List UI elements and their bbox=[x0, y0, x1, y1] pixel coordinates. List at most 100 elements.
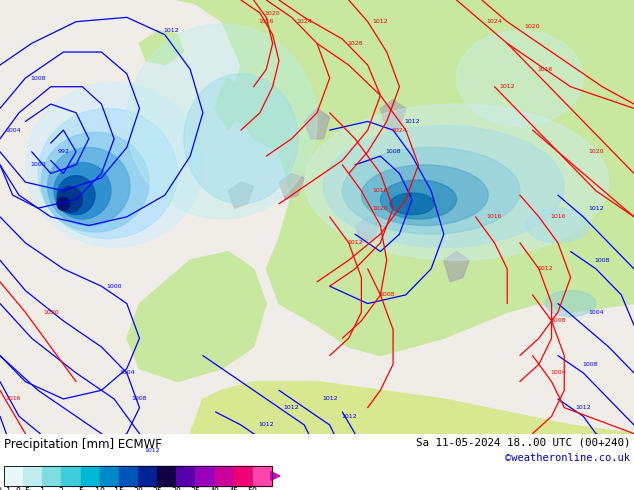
Bar bbox=[138, 466, 157, 486]
Text: 15: 15 bbox=[114, 488, 124, 490]
Polygon shape bbox=[380, 100, 406, 130]
Polygon shape bbox=[444, 251, 469, 282]
Text: 1000: 1000 bbox=[30, 162, 46, 167]
Text: 1012: 1012 bbox=[538, 267, 553, 271]
Text: 1020: 1020 bbox=[588, 149, 604, 154]
Text: 1012: 1012 bbox=[404, 119, 420, 124]
Text: 1012: 1012 bbox=[500, 84, 515, 89]
Polygon shape bbox=[190, 0, 634, 356]
Text: 1012: 1012 bbox=[373, 19, 388, 24]
Ellipse shape bbox=[57, 175, 95, 215]
Ellipse shape bbox=[54, 163, 111, 219]
Ellipse shape bbox=[25, 82, 203, 247]
Text: 1016: 1016 bbox=[538, 67, 553, 72]
Polygon shape bbox=[355, 217, 380, 243]
Text: 1012: 1012 bbox=[164, 28, 179, 33]
Text: 992: 992 bbox=[58, 149, 69, 154]
Text: 1016: 1016 bbox=[259, 19, 274, 24]
Ellipse shape bbox=[361, 165, 488, 225]
Text: 50: 50 bbox=[248, 488, 258, 490]
Ellipse shape bbox=[390, 193, 434, 215]
Text: 1000: 1000 bbox=[107, 284, 122, 289]
Text: 1004: 1004 bbox=[588, 310, 604, 315]
Text: Precipitation [mm] ECMWF: Precipitation [mm] ECMWF bbox=[4, 438, 162, 451]
Bar bbox=[176, 466, 195, 486]
Text: 40: 40 bbox=[210, 488, 219, 490]
Ellipse shape bbox=[57, 197, 70, 210]
Text: 1020: 1020 bbox=[265, 10, 280, 16]
Ellipse shape bbox=[184, 74, 298, 204]
Ellipse shape bbox=[48, 147, 130, 225]
Text: 1012: 1012 bbox=[145, 448, 160, 454]
Text: 35: 35 bbox=[190, 488, 200, 490]
Ellipse shape bbox=[57, 187, 82, 213]
Polygon shape bbox=[304, 108, 330, 139]
Text: Sa 11-05-2024 18..00 UTC (00+240): Sa 11-05-2024 18..00 UTC (00+240) bbox=[415, 438, 630, 448]
Text: 0.5: 0.5 bbox=[16, 488, 30, 490]
Text: 1012: 1012 bbox=[588, 206, 604, 211]
Text: ©weatheronline.co.uk: ©weatheronline.co.uk bbox=[505, 453, 630, 463]
Text: 1008: 1008 bbox=[30, 75, 46, 80]
Ellipse shape bbox=[323, 126, 564, 247]
Polygon shape bbox=[127, 251, 266, 382]
Text: 1016: 1016 bbox=[5, 396, 20, 401]
Bar bbox=[214, 466, 234, 486]
Text: 1008: 1008 bbox=[379, 293, 394, 297]
Polygon shape bbox=[266, 0, 355, 139]
Text: 1: 1 bbox=[40, 488, 45, 490]
Bar bbox=[100, 466, 119, 486]
Text: 2: 2 bbox=[59, 488, 64, 490]
Bar bbox=[119, 466, 138, 486]
Text: 1012: 1012 bbox=[284, 405, 299, 410]
Text: 25: 25 bbox=[152, 488, 162, 490]
Bar bbox=[234, 466, 253, 486]
Text: 30: 30 bbox=[171, 488, 181, 490]
Text: 20: 20 bbox=[133, 488, 143, 490]
Ellipse shape bbox=[41, 132, 149, 232]
Polygon shape bbox=[228, 182, 254, 208]
Bar bbox=[157, 466, 176, 486]
Text: 10: 10 bbox=[94, 488, 105, 490]
Ellipse shape bbox=[38, 108, 178, 239]
Bar bbox=[4, 466, 272, 486]
Text: 1004: 1004 bbox=[550, 370, 566, 375]
Bar bbox=[253, 466, 272, 486]
Text: 1012: 1012 bbox=[259, 422, 274, 427]
Text: 1016: 1016 bbox=[487, 214, 502, 220]
Text: 1024: 1024 bbox=[297, 19, 312, 24]
Bar bbox=[81, 466, 100, 486]
Polygon shape bbox=[139, 30, 184, 65]
Polygon shape bbox=[178, 0, 317, 22]
Bar bbox=[195, 466, 214, 486]
Text: 1024: 1024 bbox=[392, 127, 407, 133]
Text: 1008: 1008 bbox=[385, 149, 401, 154]
Ellipse shape bbox=[127, 24, 317, 219]
Text: 1016: 1016 bbox=[550, 214, 566, 220]
Text: 1012: 1012 bbox=[322, 396, 337, 401]
Ellipse shape bbox=[526, 208, 590, 243]
Ellipse shape bbox=[380, 180, 456, 219]
Text: 1016: 1016 bbox=[373, 188, 388, 194]
Bar bbox=[61, 466, 81, 486]
Text: 1012: 1012 bbox=[341, 414, 356, 419]
Polygon shape bbox=[279, 173, 304, 199]
Text: 1020: 1020 bbox=[43, 310, 58, 315]
Text: 1008: 1008 bbox=[595, 258, 610, 263]
Text: 1020: 1020 bbox=[373, 206, 388, 211]
Bar bbox=[4, 466, 23, 486]
Text: 1008: 1008 bbox=[582, 362, 597, 367]
Text: 1008: 1008 bbox=[550, 318, 566, 323]
Text: 1012: 1012 bbox=[576, 405, 591, 410]
Text: 0.1: 0.1 bbox=[0, 488, 11, 490]
Ellipse shape bbox=[456, 30, 583, 126]
Text: 1004: 1004 bbox=[5, 127, 20, 133]
Ellipse shape bbox=[304, 104, 609, 260]
Ellipse shape bbox=[342, 147, 520, 234]
Text: 1028: 1028 bbox=[347, 41, 363, 46]
Text: 1008: 1008 bbox=[132, 396, 147, 401]
Text: 1024: 1024 bbox=[487, 19, 502, 24]
Text: 1020: 1020 bbox=[525, 24, 540, 28]
Text: 5: 5 bbox=[78, 488, 83, 490]
Polygon shape bbox=[216, 78, 241, 130]
Text: 45: 45 bbox=[229, 488, 239, 490]
